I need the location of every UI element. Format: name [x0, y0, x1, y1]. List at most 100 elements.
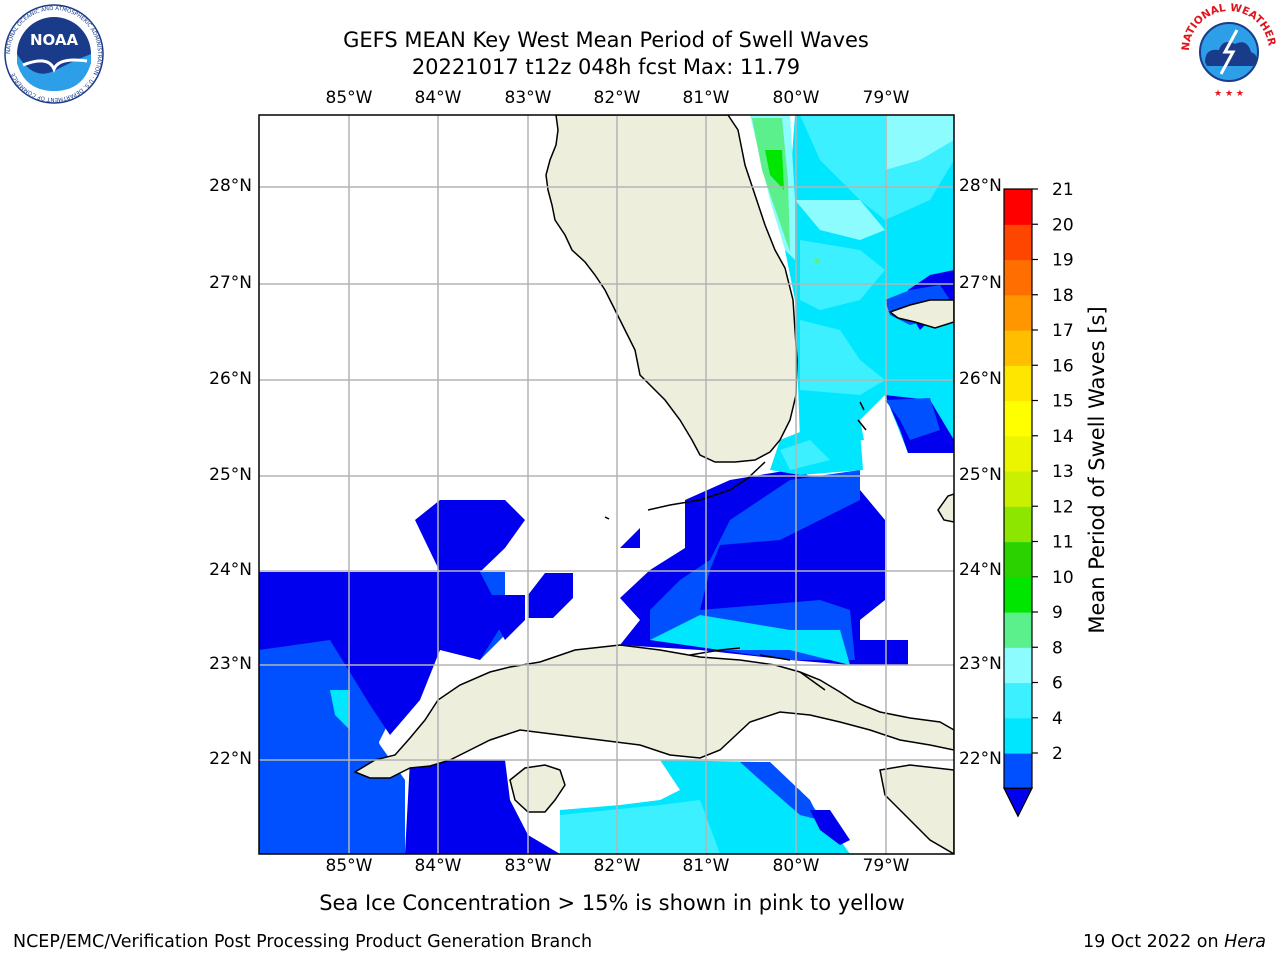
- colorbar-band: [1004, 541, 1032, 578]
- map-title: GEFS MEAN Key West Mean Period of Swell …: [343, 28, 869, 52]
- colorbar-tick-label: 9: [1052, 603, 1063, 623]
- lon-label-bottom: 84°W: [414, 856, 462, 876]
- field-under2-patch: [528, 573, 573, 618]
- lon-label-bottom: 79°W: [862, 856, 910, 876]
- colorbar-tick-label: 8: [1052, 638, 1063, 658]
- lon-label-bottom: 82°W: [593, 856, 641, 876]
- field-2-4-south-cuba: [740, 762, 820, 820]
- colorbar-band: [1004, 365, 1032, 402]
- nws-logo-icon: NATIONAL WEATHER SERVICE ★ ★ ★: [1177, 0, 1278, 99]
- field-10-11-coastal: [765, 150, 784, 190]
- colorbar-extend-triangle: [1003, 787, 1033, 818]
- footer-date-text: 19 Oct 2022 on: [1083, 932, 1225, 952]
- lon-label-top: 80°W: [772, 88, 820, 108]
- footer-credit: NCEP/EMC/Verification Post Processing Pr…: [13, 932, 593, 952]
- lat-label-left: 28°N: [209, 176, 252, 196]
- colorbar-band: [1004, 330, 1032, 366]
- lon-label-top: 82°W: [593, 88, 641, 108]
- lon-label-bottom: 80°W: [772, 856, 820, 876]
- haiti-land: [879, 764, 954, 854]
- colorbar-band: [1004, 259, 1032, 296]
- colorbar-band: [1004, 189, 1032, 225]
- footer-date: 19 Oct 2022 on Hera: [1083, 932, 1266, 952]
- field-2-4-bahamas-south: [885, 398, 940, 440]
- colorbar-frame: [1003, 188, 1033, 789]
- field-under2-southwest: [405, 760, 560, 854]
- field-under2-west: [259, 572, 505, 735]
- dry-tortugas: [604, 516, 610, 520]
- lat-label-left: 23°N: [209, 654, 252, 674]
- colorbar-band: [1004, 576, 1032, 613]
- colorbar-tick-label: 10: [1052, 568, 1074, 588]
- lat-label-right: 23°N: [959, 654, 1002, 674]
- colorbar-tick-label: 20: [1052, 215, 1074, 235]
- colorbar: 21 20 19 18 17 16 15 14 13 12 11 10 9 8 6 4 2: [1003, 180, 1074, 818]
- colorbar-band: [1004, 294, 1032, 331]
- lon-label-top: 84°W: [414, 88, 462, 108]
- cuba-cays: [689, 647, 826, 691]
- colorbar-band: [1004, 717, 1032, 754]
- lat-label-left: 26°N: [209, 369, 252, 389]
- map-gridlines: [259, 115, 954, 854]
- field-2-4-straits: [650, 470, 860, 660]
- isla-juventud-land: [509, 764, 566, 813]
- field-6-8-atlantic-south: [800, 320, 885, 395]
- lat-label-right: 28°N: [959, 176, 1002, 196]
- colorbar-band: [1004, 753, 1032, 789]
- field-6-8-upper-keys: [780, 440, 830, 470]
- lat-label-left: 25°N: [209, 465, 252, 485]
- colorbar-tick-label: 2: [1052, 744, 1063, 764]
- colorbar-band: [1004, 682, 1032, 719]
- field-under2-south-cuba: [810, 810, 850, 845]
- colorbar-band: [1004, 647, 1032, 684]
- lat-label-right: 22°N: [959, 749, 1002, 769]
- lon-label-top: 85°W: [325, 88, 373, 108]
- field-9-10-spot: [814, 258, 820, 264]
- lat-label-left: 22°N: [209, 749, 252, 769]
- colorbar-band: [1004, 471, 1032, 507]
- lon-label-bottom: 85°W: [325, 856, 373, 876]
- lat-label-right: 26°N: [959, 369, 1002, 389]
- field-under2-key-north: [415, 500, 525, 572]
- field-8-9-atlantic-north: [885, 115, 954, 170]
- bahamas-land: [888, 299, 954, 329]
- sea-ice-caption: Sea Ice Concentration > 15% is shown in …: [319, 891, 905, 915]
- colorbar-tick-label: 19: [1052, 251, 1074, 271]
- colorbar-band: [1004, 224, 1032, 261]
- noaa-logo-text: NOAA: [30, 31, 79, 49]
- map-subtitle: 20221017 t12z 048h fcst Max: 11.79: [411, 55, 801, 79]
- lat-label-right: 24°N: [959, 560, 1002, 580]
- lat-label-left: 27°N: [209, 273, 252, 293]
- field-8-9-atlantic-mid: [795, 200, 885, 240]
- lon-label-bottom: 83°W: [504, 856, 552, 876]
- colorbar-band: [1004, 506, 1032, 543]
- colorbar-tick-label: 13: [1052, 462, 1074, 482]
- field-under2-speck: [620, 528, 640, 548]
- colorbar-tick-label: 14: [1052, 427, 1074, 447]
- field-6-8-atlantic-central: [800, 240, 885, 310]
- colorbar-tick-label: 15: [1052, 392, 1074, 412]
- field-6-8-south-cuba: [560, 800, 720, 854]
- colorbar-band: [1004, 612, 1032, 648]
- colorbar-tick-label: 18: [1052, 286, 1074, 306]
- colorbar-tick-label: 21: [1052, 180, 1074, 200]
- lat-label-right: 25°N: [959, 465, 1002, 485]
- lat-label-left: 24°N: [209, 560, 252, 580]
- colorbar-band: [1004, 400, 1032, 437]
- footer-host: Hera: [1224, 932, 1266, 952]
- colorbar-label: Mean Period of Swell Waves [s]: [1085, 306, 1109, 634]
- colorbar-tick-label: 16: [1052, 356, 1074, 376]
- field-2-4-southwest: [259, 655, 405, 854]
- colorbar-tick-label: 12: [1052, 497, 1074, 517]
- noaa-logo-icon: NOAA NATIONAL OCEANIC AND ATMOSPHERIC AD…: [4, 4, 104, 104]
- svg-text:★ ★ ★: ★ ★ ★: [1214, 89, 1244, 99]
- field-under2-strip: [480, 595, 525, 640]
- lon-label-top: 83°W: [504, 88, 552, 108]
- colorbar-tick-label: 11: [1052, 533, 1074, 553]
- field-4-6-west-edge: [330, 690, 350, 730]
- florida-land: [545, 115, 798, 463]
- cuba-land: [353, 644, 954, 779]
- lon-label-bottom: 81°W: [682, 856, 730, 876]
- andros-island: [857, 401, 867, 431]
